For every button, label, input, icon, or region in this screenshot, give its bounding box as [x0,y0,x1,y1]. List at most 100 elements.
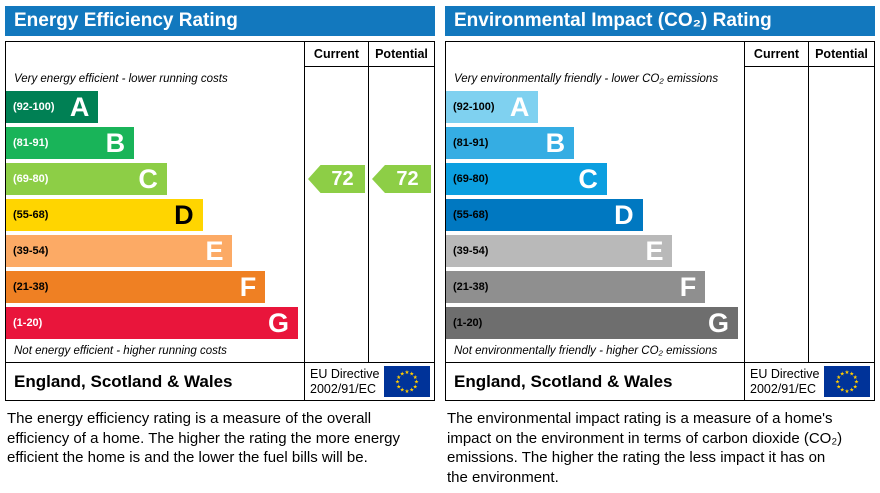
current-column-header: Current [744,42,808,67]
band-bar-d: (55-68) D [446,199,643,231]
svg-text:★: ★ [836,375,841,381]
band-row-a: (92-100) A [446,89,744,125]
band-letter: C [578,163,598,194]
band-letter: F [679,271,697,302]
band-row-f: (21-38) F [6,269,304,305]
svg-text:★: ★ [405,389,410,395]
band-row-f: (21-38) F [446,269,744,305]
svg-text:★: ★ [840,371,845,377]
region-label: England, Scotland & Wales [446,362,744,400]
band-letter: C [138,163,158,194]
eu-flag-icon: ★ ★★ ★★★ ★★★ ★★★ [824,366,870,397]
svg-text:★: ★ [836,384,841,390]
band-letter: B [105,127,126,158]
svg-text:★: ★ [849,371,854,377]
band-range-label: (1-20) [13,317,43,329]
band-letter: G [708,307,730,338]
band-row-b: (81-91) B [6,125,304,161]
top-note: Very environmentally friendly - lower CO… [454,73,719,85]
band-row-c: (69-80) C [6,161,304,197]
band-letter: B [545,127,566,158]
eu-directive-line2: 2002/91/EC [310,381,377,396]
potential-column: 72 [368,67,434,362]
band-bar-g: (1-20) G [6,307,299,339]
band-letter: F [239,271,257,302]
current-rating-arrow: 72 [308,165,365,193]
region-label: England, Scotland & Wales [6,362,304,400]
current-column: 72 [304,67,368,362]
svg-text:★: ★ [396,384,401,390]
band-range-label: (39-54) [453,245,489,257]
band-row-b: (81-91) B [446,125,744,161]
current-rating-value: 72 [331,167,354,190]
band-range-label: (69-80) [13,173,49,185]
svg-text:★: ★ [400,371,405,377]
environmental-impact-description: The environmental impact rating is a mea… [447,410,843,486]
band-range-label: (21-38) [13,281,49,293]
band-range-label: (81-91) [13,137,49,149]
band-bar-f: (21-38) F [446,271,706,303]
rating-bands-area: Very environmentally friendly - lower CO… [446,67,744,362]
environmental-impact-panel: Environmental Impact (CO₂) Rating Curren… [445,6,875,487]
svg-text:★: ★ [854,380,859,386]
energy-efficiency-title: Energy Efficiency Rating [5,6,435,36]
header-spacer [6,42,304,67]
svg-text:★: ★ [835,380,840,386]
eu-directive-line1: EU Directive [310,366,380,381]
band-letter: D [614,199,634,230]
svg-text:★: ★ [405,370,410,376]
eu-directive-text: EU Directive 2002/91/EC [310,367,379,397]
svg-text:★: ★ [849,388,854,394]
band-range-label: (1-20) [453,317,483,329]
svg-text:★: ★ [845,370,850,376]
eu-directive-line2: 2002/91/EC [750,381,817,396]
band-bar-e: (39-54) E [446,235,673,267]
eu-directive-line1: EU Directive [750,366,820,381]
current-column [744,67,808,362]
band-range-label: (81-91) [453,137,489,149]
band-row-g: (1-20) G [446,305,744,341]
potential-column-header: Potential [808,42,874,67]
band-bar-a: (92-100) A [446,91,539,123]
band-letter: A [509,91,530,122]
band-range-label: (55-68) [13,209,49,221]
svg-text:★: ★ [409,371,414,377]
eu-directive-cell: EU Directive 2002/91/EC ★ ★ ★ ★ ★ ★ ★ ★ ★ ★ ★ ★ [744,362,874,400]
band-range-label: (92-100) [13,101,55,113]
band-range-label: (92-100) [453,101,495,113]
band-bar-e: (39-54) E [6,235,233,267]
energy-efficiency-chart: Current Potential Very energy efficient … [5,41,435,401]
potential-column-header: Potential [368,42,434,67]
potential-column [808,67,874,362]
svg-text:★: ★ [840,388,845,394]
band-bar-c: (69-80) C [446,163,607,195]
svg-text:★: ★ [409,388,414,394]
band-row-d: (55-68) D [6,197,304,233]
band-bar-b: (81-91) B [446,127,575,159]
band-row-c: (69-80) C [446,161,744,197]
band-bar-c: (69-80) C [6,163,167,195]
band-letter: A [69,91,90,122]
band-bar-g: (1-20) G [446,307,739,339]
svg-text:★: ★ [396,375,401,381]
svg-text:★: ★ [413,375,418,381]
header-spacer [446,42,744,67]
eu-directive-text: EU Directive 2002/91/EC [750,367,819,397]
top-note: Very energy efficient - lower running co… [14,73,228,85]
band-bar-f: (21-38) F [6,271,266,303]
band-bar-a: (92-100) A [6,91,99,123]
svg-text:★: ★ [853,384,858,390]
band-letter: D [174,199,194,230]
energy-efficiency-description: The energy efficiency rating is a measur… [7,410,401,466]
band-range-label: (55-68) [453,209,489,221]
energy-efficiency-panel: Energy Efficiency Rating Current Potenti… [5,6,435,487]
band-row-d: (55-68) D [446,197,744,233]
eu-directive-cell: EU Directive 2002/91/EC ★ ★ ★ ★ ★ ★ ★ ★ ★ ★ ★ ★ [304,362,434,400]
band-row-g: (1-20) G [6,305,304,341]
svg-text:★: ★ [853,375,858,381]
band-range-label: (21-38) [453,281,489,293]
potential-rating-arrow: 72 [372,165,431,193]
band-row-e: (39-54) E [6,233,304,269]
band-row-a: (92-100) A [6,89,304,125]
